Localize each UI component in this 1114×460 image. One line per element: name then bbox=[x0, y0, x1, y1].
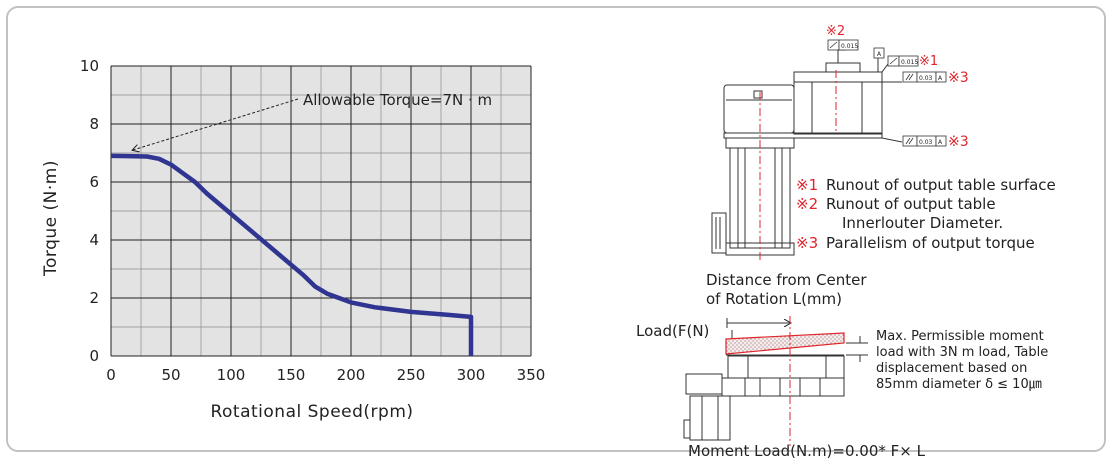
y-tick-labels: 0 2 4 6 8 10 bbox=[80, 57, 99, 365]
legend-1-text: Runout of output table surface bbox=[826, 176, 1056, 194]
tol-value-runout2: 0.015 bbox=[841, 43, 858, 50]
annotation-arrow bbox=[133, 98, 299, 150]
legend-1-mark: ※1 bbox=[796, 176, 818, 194]
x-axis-title: Rotational Speed(rpm) bbox=[210, 402, 413, 422]
y-axis-title: Torque (N·m) bbox=[41, 160, 61, 277]
x-tick-label: 100 bbox=[217, 366, 246, 384]
y-tick-label: 10 bbox=[80, 57, 99, 75]
torque-chart: 0 50 100 150 200 250 300 350 0 2 4 6 8 10 Allowable … bbox=[41, 57, 545, 422]
mark-3-bottom: ※3 bbox=[948, 134, 969, 150]
tol-ref-par2: A bbox=[938, 139, 943, 146]
y-tick-label: 4 bbox=[89, 231, 99, 249]
y-tick-label: 6 bbox=[89, 173, 99, 191]
tol-datum-a: A bbox=[877, 51, 882, 58]
legend-3-mark: ※3 bbox=[796, 234, 818, 252]
mark-2: ※2 bbox=[826, 24, 845, 39]
x-tick-label: 150 bbox=[277, 366, 306, 384]
x-tick-label: 250 bbox=[397, 366, 426, 384]
x-tick-label: 0 bbox=[106, 366, 116, 384]
moment-load-drawing bbox=[683, 318, 868, 441]
tolerance-symbols bbox=[829, 41, 914, 145]
tol-value-par2: 0.03 bbox=[919, 139, 933, 146]
mark-1: ※1 bbox=[919, 54, 938, 69]
moment-note-line3: displacement based on bbox=[876, 361, 1027, 376]
tol-value-runout1: 0.015 bbox=[901, 59, 918, 66]
y-tick-label: 8 bbox=[89, 115, 99, 133]
x-tick-label: 350 bbox=[517, 366, 546, 384]
legend-2-text-line2: Innerlouter Diameter. bbox=[842, 214, 1003, 232]
legend-2-mark: ※2 bbox=[796, 195, 818, 213]
tol-value-par1: 0.03 bbox=[919, 75, 933, 82]
x-tick-label: 50 bbox=[161, 366, 180, 384]
y-tick-label: 0 bbox=[89, 347, 99, 365]
torque-curve bbox=[110, 153, 474, 356]
tolerance-legend: ※1 Runout of output table surface ※2 Run… bbox=[796, 176, 1056, 252]
moment-note-line2: load with 3N m load, Table bbox=[876, 345, 1048, 360]
x-tick-labels: 0 50 100 150 200 250 300 350 bbox=[106, 366, 545, 384]
legend-2-text: Runout of output table bbox=[826, 195, 996, 213]
x-tick-label: 300 bbox=[457, 366, 486, 384]
mark-3-top: ※3 bbox=[948, 70, 969, 86]
x-tick-label: 200 bbox=[337, 366, 366, 384]
minor-grid bbox=[111, 66, 531, 356]
moment-formula: Moment Load(N.m)=0.00* F× L bbox=[688, 442, 926, 460]
load-label: Load(F(N) bbox=[636, 322, 709, 340]
moment-note-line1: Max. Permissible moment bbox=[876, 329, 1044, 344]
tol-ref-par1: A bbox=[938, 75, 943, 82]
legend-3-text: Parallelism of output torque bbox=[826, 234, 1035, 252]
moment-note: Max. Permissible moment load with 3N m l… bbox=[876, 329, 1048, 392]
annotation-text: Allowable Torque=7N · m bbox=[303, 91, 492, 109]
y-tick-label: 2 bbox=[89, 289, 99, 307]
distance-label-line2: of Rotation L(mm) bbox=[706, 290, 842, 308]
distance-label-line1: Distance from Center bbox=[706, 271, 867, 289]
moment-note-line4: 85mm diameter δ ≤ 10㎛ bbox=[876, 377, 1042, 392]
